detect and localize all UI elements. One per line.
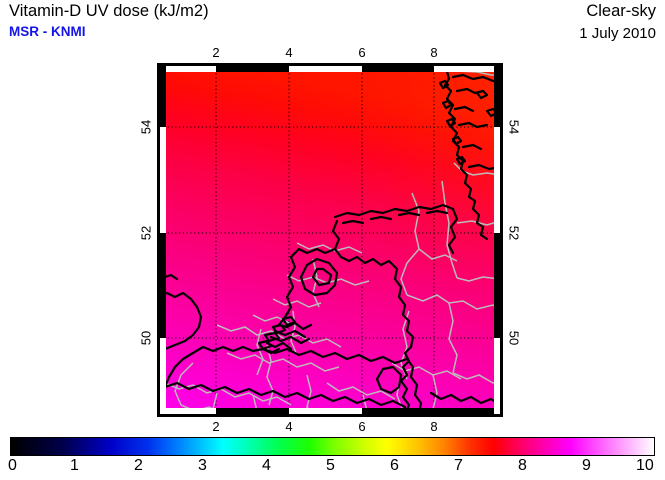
lon-tick-top-8: 8 xyxy=(430,45,438,60)
colorbar-tick-0: 0 xyxy=(8,457,17,474)
date-label: 1 July 2010 xyxy=(579,25,656,42)
dose-field xyxy=(160,66,500,414)
colorbar-tick-7: 7 xyxy=(454,457,463,474)
lat-tick-left-52: 52 xyxy=(138,225,154,241)
lat-tick-right-50: 50 xyxy=(506,330,522,346)
lon-tick-bottom-2: 2 xyxy=(212,419,220,434)
colorbar-tick-10: 10 xyxy=(636,457,654,474)
colorbar-tick-3: 3 xyxy=(198,457,207,474)
map-frame xyxy=(157,63,503,417)
page-title: Vitamin-D UV dose (kJ/m2) xyxy=(9,2,209,20)
uv-dose-heatmap xyxy=(157,63,503,417)
colorbar-tick-2: 2 xyxy=(134,457,143,474)
lat-tick-left-50: 50 xyxy=(138,330,154,346)
lon-tick-bottom-6: 6 xyxy=(358,419,366,434)
colorbar-tick-6: 6 xyxy=(390,457,399,474)
source-label: MSR - KNMI xyxy=(9,24,86,39)
lat-tick-left-54: 54 xyxy=(138,119,154,135)
colorbar-tick-1: 1 xyxy=(70,457,79,474)
colorbar-tick-8: 8 xyxy=(518,457,527,474)
lon-tick-bottom-4: 4 xyxy=(285,419,293,434)
lon-tick-bottom-8: 8 xyxy=(430,419,438,434)
lon-tick-top-6: 6 xyxy=(358,45,366,60)
lat-tick-right-54: 54 xyxy=(506,119,522,135)
tick-bars xyxy=(160,66,500,414)
condition-label: Clear-sky xyxy=(586,2,656,20)
coastline xyxy=(160,69,500,414)
lon-tick-top-2: 2 xyxy=(212,45,220,60)
colorbar-tick-4: 4 xyxy=(262,457,271,474)
header: Vitamin-D UV dose (kJ/m2) MSR - KNMI Cle… xyxy=(0,0,665,50)
map-panel: 2 4 6 8 2 4 6 8 54 52 50 54 52 50 xyxy=(138,46,521,433)
lon-tick-top-4: 4 xyxy=(285,45,293,60)
lat-tick-right-52: 52 xyxy=(506,225,522,241)
colorbar xyxy=(10,437,655,456)
colorbar-gradient xyxy=(10,437,655,456)
colorbar-tick-5: 5 xyxy=(326,457,335,474)
colorbar-tick-9: 9 xyxy=(582,457,591,474)
